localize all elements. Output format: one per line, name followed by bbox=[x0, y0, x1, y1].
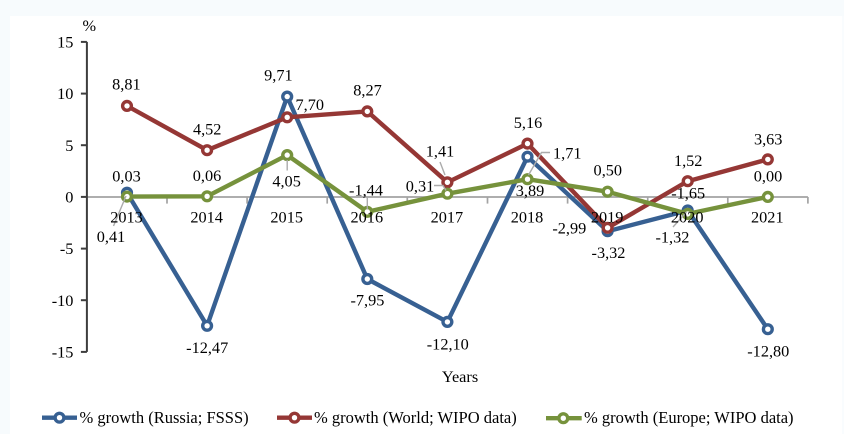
svg-text:-12,10: -12,10 bbox=[427, 334, 469, 353]
svg-text:15: 15 bbox=[57, 33, 73, 52]
svg-text:4,52: 4,52 bbox=[193, 120, 222, 139]
svg-text:-5: -5 bbox=[60, 239, 74, 258]
svg-text:% growth (World; WIPO data): % growth (World; WIPO data) bbox=[314, 408, 517, 427]
svg-text:-2,99: -2,99 bbox=[552, 218, 586, 237]
svg-text:4,05: 4,05 bbox=[272, 172, 301, 191]
svg-text:-12,80: -12,80 bbox=[747, 342, 789, 361]
svg-text:0,00: 0,00 bbox=[754, 167, 783, 186]
svg-text:2019: 2019 bbox=[591, 207, 624, 226]
svg-text:2017: 2017 bbox=[431, 207, 464, 226]
svg-text:2014: 2014 bbox=[190, 207, 223, 226]
svg-text:1,71: 1,71 bbox=[553, 144, 582, 163]
svg-text:-3,32: -3,32 bbox=[592, 243, 626, 262]
svg-text:0,50: 0,50 bbox=[594, 161, 623, 180]
svg-text:0: 0 bbox=[65, 188, 73, 207]
svg-text:1,41: 1,41 bbox=[426, 142, 455, 161]
svg-text:0,41: 0,41 bbox=[97, 227, 126, 246]
svg-text:% growth (Russia; FSSS): % growth (Russia; FSSS) bbox=[80, 408, 249, 427]
svg-text:3,63: 3,63 bbox=[754, 129, 783, 148]
svg-text:5,16: 5,16 bbox=[514, 113, 543, 132]
svg-text:2013: 2013 bbox=[110, 207, 143, 226]
svg-text:0,31: 0,31 bbox=[406, 177, 435, 196]
svg-text:-15: -15 bbox=[52, 343, 74, 362]
svg-text:Years: Years bbox=[442, 367, 478, 386]
svg-text:0,03: 0,03 bbox=[112, 167, 141, 186]
svg-text:8,81: 8,81 bbox=[112, 75, 141, 94]
svg-text:-7,95: -7,95 bbox=[350, 290, 384, 309]
svg-text:2016: 2016 bbox=[351, 207, 384, 226]
svg-text:8,27: 8,27 bbox=[353, 80, 382, 99]
svg-text:3,89: 3,89 bbox=[516, 181, 545, 200]
svg-text:% growth (Europe; WIPO data): % growth (Europe; WIPO data) bbox=[584, 408, 794, 427]
svg-text:-10: -10 bbox=[52, 291, 74, 310]
svg-text:2015: 2015 bbox=[270, 207, 303, 226]
svg-text:1,52: 1,52 bbox=[674, 151, 703, 170]
svg-text:7,70: 7,70 bbox=[296, 95, 325, 114]
svg-text:2018: 2018 bbox=[511, 207, 544, 226]
svg-text:0,06: 0,06 bbox=[193, 166, 222, 185]
svg-text:%: % bbox=[83, 16, 97, 35]
svg-text:10: 10 bbox=[57, 84, 73, 103]
svg-text:-1,44: -1,44 bbox=[349, 181, 383, 200]
svg-text:2021: 2021 bbox=[751, 207, 784, 226]
svg-text:5: 5 bbox=[65, 136, 73, 155]
svg-text:2020: 2020 bbox=[671, 207, 704, 226]
svg-text:-12,47: -12,47 bbox=[186, 338, 228, 357]
svg-text:9,71: 9,71 bbox=[264, 66, 293, 85]
svg-text:-1,65: -1,65 bbox=[671, 183, 705, 202]
svg-text:-1,32: -1,32 bbox=[655, 228, 689, 247]
